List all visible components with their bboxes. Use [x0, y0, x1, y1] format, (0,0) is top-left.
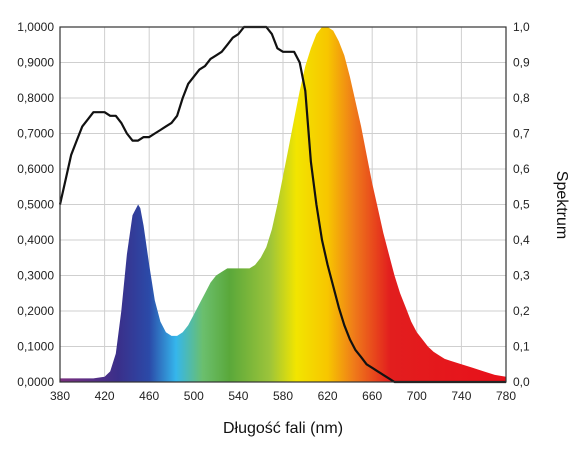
x-tick-label: 500: [184, 389, 204, 403]
y-right-tick-label: 0,9: [513, 56, 530, 70]
y-left-tick-label: 0,0000: [17, 375, 54, 389]
x-axis-label: Długość fali (nm): [223, 420, 343, 437]
x-tick-label: 740: [451, 389, 471, 403]
y-left-tick-label: 0,9000: [17, 56, 54, 70]
y-left-tick-label: 0,6000: [17, 162, 54, 176]
x-tick-label: 780: [496, 389, 516, 403]
x-tick-labels: 380 420 460 500 540 580 620 660 700 740 780: [50, 389, 516, 403]
y-right-tick-label: 0,0: [513, 375, 530, 389]
y-right-tick-label: 1,0: [513, 20, 530, 34]
plot-border: [59, 26, 507, 383]
y-right-tick-label: 0,5: [513, 198, 530, 212]
x-tick-label: 540: [228, 389, 248, 403]
x-tick-label: 460: [139, 389, 159, 403]
y-left-tick-label: 0,2000: [17, 304, 54, 318]
y-right-tick-label: 0,8: [513, 91, 530, 105]
y-left-tick-label: 0,3000: [17, 269, 54, 283]
x-tick-label: 580: [273, 389, 293, 403]
y-left-tick-label: 0,1000: [17, 340, 54, 354]
x-tick-label: 620: [318, 389, 338, 403]
spectrum-area-series: [60, 27, 506, 382]
y-left-tick-label: 0,7000: [17, 127, 54, 141]
y-right-tick-label: 0,3: [513, 269, 530, 283]
y-right-tick-labels: 0,0 0,1 0,2 0,3 0,4 0,5 0,6 0,7 0,8 0,9 1,0: [513, 20, 530, 389]
y-right-axis-label: Spektrum: [553, 171, 570, 239]
y-left-tick-label: 0,4000: [17, 233, 54, 247]
y-right-tick-label: 0,6: [513, 162, 530, 176]
spectrum-area: [60, 27, 506, 382]
y-left-tick-label: 1,0000: [17, 20, 54, 34]
y-left-tick-label: 0,5000: [17, 198, 54, 212]
y-left-tick-label: 0,8000: [17, 91, 54, 105]
x-tick-label: 380: [50, 389, 70, 403]
plot-frame: [59, 26, 507, 383]
x-tick-label: 420: [95, 389, 115, 403]
y-left-tick-labels: 0,0000 0,1000 0,2000 0,3000 0,4000 0,5000 0,60…: [17, 20, 54, 389]
x-tick-label: 660: [362, 389, 382, 403]
y-right-tick-label: 0,1: [513, 340, 530, 354]
y-right-tick-label: 0,7: [513, 127, 530, 141]
y-right-tick-label: 0,2: [513, 304, 530, 318]
y-right-tick-label: 0,4: [513, 233, 530, 247]
x-tick-label: 700: [407, 389, 427, 403]
